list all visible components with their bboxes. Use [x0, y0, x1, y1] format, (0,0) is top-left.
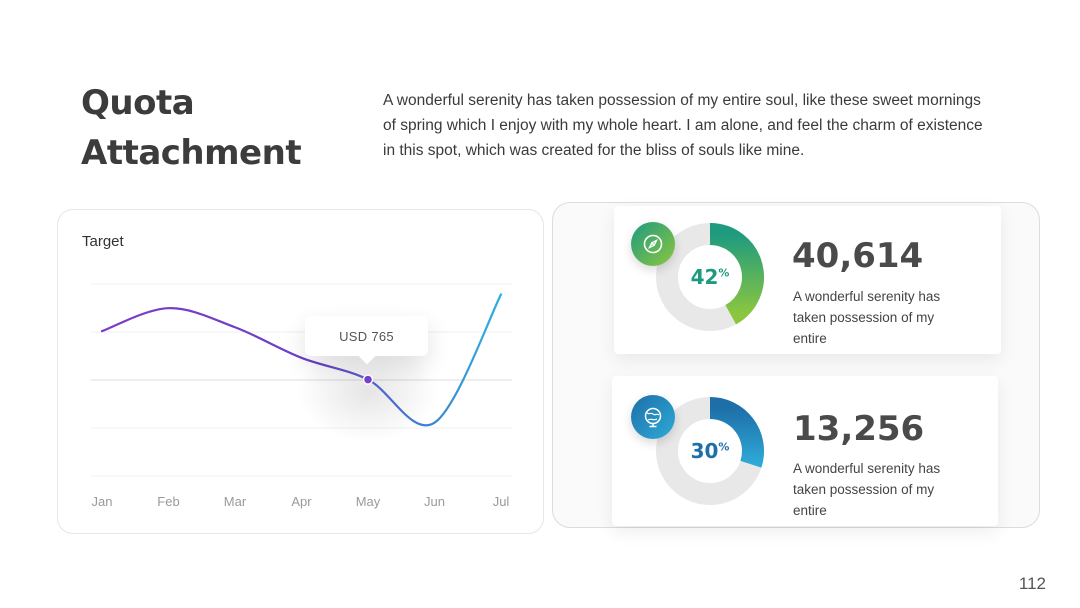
stat-panel-1: [614, 206, 1001, 354]
x-tick-label: Feb: [157, 494, 179, 509]
highlight-marker: [362, 374, 374, 385]
page-number: 112: [1018, 574, 1046, 593]
series-line: [100, 293, 503, 427]
intro-paragraph: A wonderful serenity has taken possessio…: [383, 92, 983, 159]
stat-2-description: A wonderful serenity has taken possessio…: [793, 461, 941, 518]
donut-chart-2: [656, 397, 764, 505]
x-tick-label: May: [356, 494, 381, 509]
x-tick-label: Jul: [493, 494, 510, 509]
stat-2-value: 13,256: [793, 409, 925, 449]
globe-icon: [644, 407, 662, 428]
stat-2-percent-symbol: %: [718, 440, 730, 454]
slide-title-line-2: Attachment: [81, 133, 302, 173]
chart-title: Target: [82, 233, 124, 250]
stat-2-badge: [631, 395, 675, 439]
slide-title-line-1: Quota: [81, 83, 195, 123]
line-chart: Jan Feb Mar Apr May Jun Jul: [91, 283, 512, 509]
donut-arc: [709, 397, 764, 468]
stat-1-percent: 42%: [670, 265, 750, 289]
stat-2-percent: 30%: [670, 439, 750, 463]
donut-arc: [709, 223, 764, 325]
stat-1-description: A wonderful serenity has taken possessio…: [793, 289, 941, 346]
donut-chart-1: [656, 223, 764, 331]
x-tick-label: Jun: [424, 494, 445, 509]
x-tick-label: Jan: [92, 494, 113, 509]
stat-1-badge: [631, 222, 675, 266]
stat-1-value: 40,614: [792, 236, 924, 276]
stat-1-percent-symbol: %: [718, 266, 730, 280]
compass-icon: [643, 234, 663, 254]
value-tooltip: USD 765: [305, 316, 428, 356]
x-tick-label: Apr: [291, 494, 312, 509]
stats-card: 42% 40,614 A wonderful serenity has take…: [552, 202, 1040, 528]
slide-title: Quota Attachment: [81, 78, 302, 178]
line-chart-card: Target Jan Feb Mar Apr May Jun Jul USD 765: [57, 209, 544, 534]
stat-2-percent-value: 30: [690, 439, 719, 463]
stat-1-percent-value: 42: [690, 265, 719, 289]
x-tick-label: Mar: [224, 494, 247, 509]
